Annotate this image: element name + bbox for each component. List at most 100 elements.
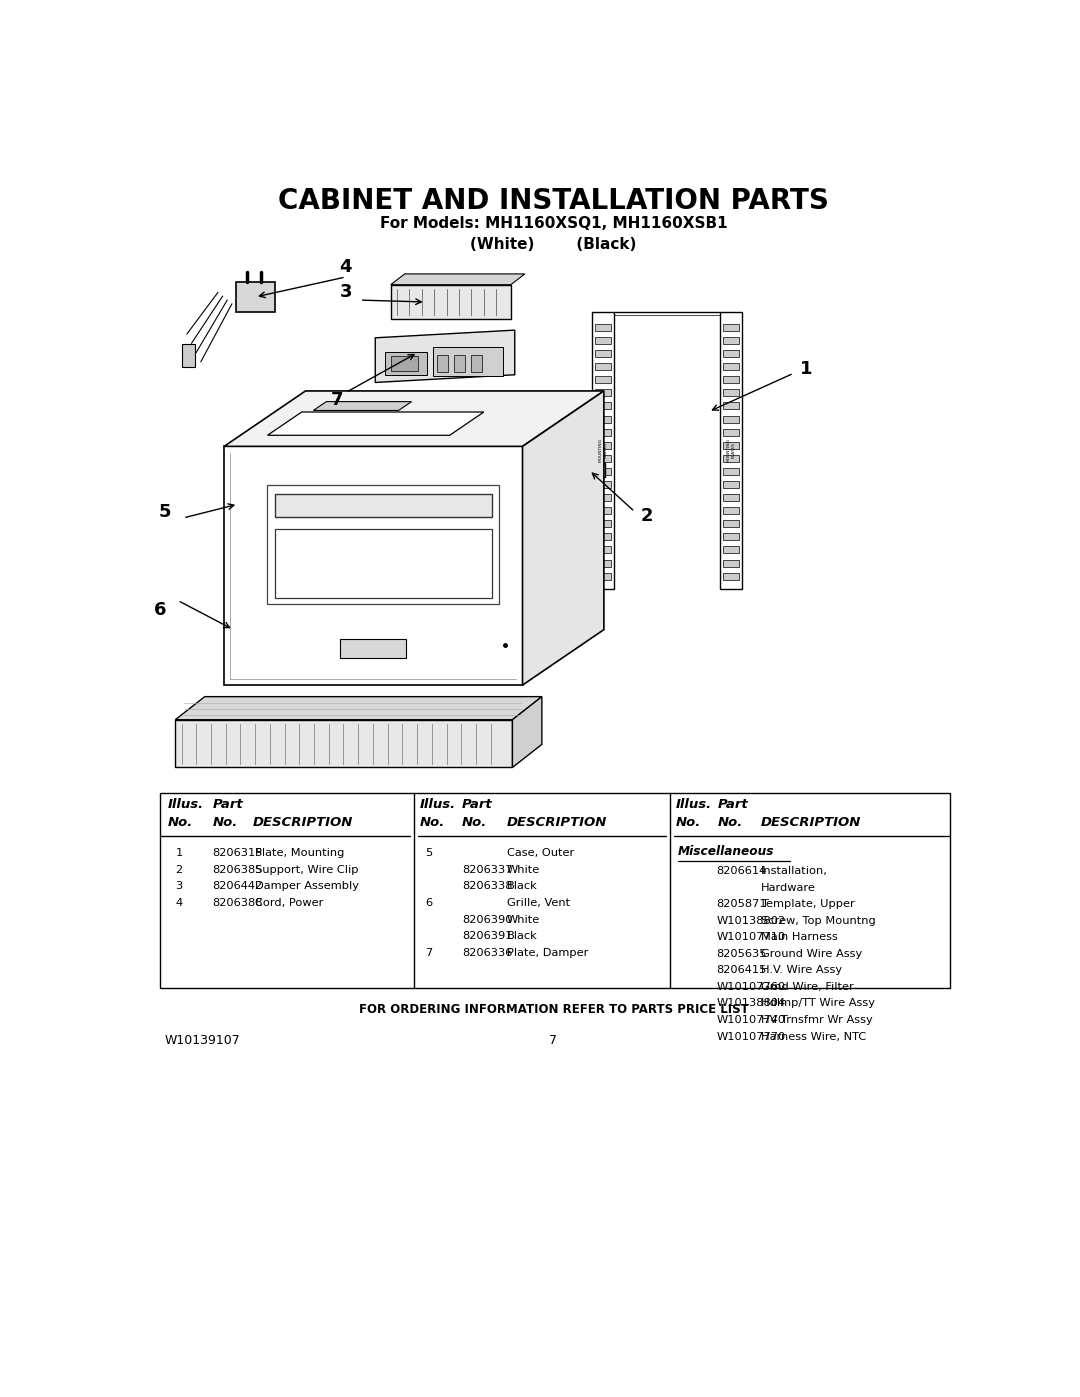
Text: Plate, Mounting: Plate, Mounting	[255, 848, 345, 858]
Text: 5: 5	[424, 848, 432, 858]
Text: Miscellaneous: Miscellaneous	[677, 845, 774, 858]
Text: Harness Wire, NTC: Harness Wire, NTC	[761, 1031, 866, 1042]
Text: 8206442: 8206442	[213, 882, 262, 891]
Bar	[595, 520, 611, 527]
Bar	[595, 324, 611, 331]
Text: Main Harness: Main Harness	[761, 932, 838, 942]
Bar	[274, 495, 491, 517]
Bar	[724, 390, 739, 397]
Bar	[724, 481, 739, 488]
Bar	[572, 464, 606, 478]
Bar	[267, 485, 499, 605]
Bar	[724, 351, 739, 358]
Text: Support, Wire Clip: Support, Wire Clip	[255, 865, 359, 875]
Text: 2: 2	[640, 507, 652, 525]
Text: MOUNTING
PLATES: MOUNTING PLATES	[727, 439, 735, 462]
Text: DESCRIPTION: DESCRIPTION	[507, 816, 607, 828]
Text: No.: No.	[167, 816, 193, 828]
Text: 8206388: 8206388	[213, 898, 264, 908]
Bar	[595, 363, 611, 370]
Text: 5: 5	[158, 503, 171, 521]
Text: 7: 7	[424, 947, 432, 958]
Text: W10139107: W10139107	[164, 1034, 240, 1046]
Text: 8206390: 8206390	[462, 915, 513, 925]
Text: Part: Part	[462, 798, 492, 810]
Text: Plate, Damper: Plate, Damper	[507, 947, 589, 958]
Bar	[724, 495, 739, 502]
Text: 1: 1	[175, 848, 183, 858]
Bar	[437, 355, 448, 372]
Text: HV Trnsfmr Wr Assy: HV Trnsfmr Wr Assy	[761, 1016, 873, 1025]
Bar	[724, 507, 739, 514]
Text: (White)        (Black): (White) (Black)	[470, 237, 637, 251]
Polygon shape	[391, 274, 525, 285]
Bar	[724, 520, 739, 527]
Polygon shape	[375, 330, 515, 383]
Text: 8206336: 8206336	[462, 947, 512, 958]
Bar	[724, 337, 739, 344]
Text: DESCRIPTION: DESCRIPTION	[253, 816, 353, 828]
Bar	[724, 534, 739, 541]
Bar	[595, 507, 611, 514]
Text: No.: No.	[213, 816, 238, 828]
Bar	[724, 363, 739, 370]
Polygon shape	[175, 719, 512, 767]
Text: Screw, Top Mountng: Screw, Top Mountng	[761, 915, 876, 926]
Text: Illus.: Illus.	[676, 798, 712, 810]
Bar	[595, 402, 611, 409]
Text: 2: 2	[175, 865, 183, 875]
Polygon shape	[225, 447, 523, 685]
Text: 8206338: 8206338	[462, 882, 513, 891]
Text: Illus.: Illus.	[167, 798, 204, 810]
Bar	[595, 351, 611, 358]
Text: 8205635: 8205635	[716, 949, 767, 958]
Text: Hdlmp/TT Wire Assy: Hdlmp/TT Wire Assy	[761, 999, 875, 1009]
Text: W10107740: W10107740	[716, 1016, 785, 1025]
Text: Illus.: Illus.	[420, 798, 457, 810]
Bar	[595, 415, 611, 422]
Text: Black: Black	[507, 930, 538, 942]
Text: 4: 4	[339, 258, 352, 277]
Text: W10138804: W10138804	[716, 999, 785, 1009]
Bar	[724, 415, 739, 422]
Bar	[235, 282, 274, 312]
Bar	[724, 573, 739, 580]
Text: Part: Part	[213, 798, 243, 810]
Text: 8206391: 8206391	[462, 930, 513, 942]
Text: No.: No.	[462, 816, 487, 828]
Text: White: White	[507, 915, 540, 925]
Polygon shape	[225, 391, 604, 447]
Text: Case, Outer: Case, Outer	[507, 848, 575, 858]
Bar	[595, 376, 611, 383]
Text: For Models: MH1160XSQ1, MH1160XSB1: For Models: MH1160XSQ1, MH1160XSB1	[380, 217, 727, 231]
Text: No.: No.	[420, 816, 445, 828]
Bar	[595, 546, 611, 553]
Bar	[595, 573, 611, 580]
Text: H.V. Wire Assy: H.V. Wire Assy	[761, 965, 842, 975]
Bar	[724, 376, 739, 383]
Text: Grille, Vent: Grille, Vent	[507, 898, 570, 908]
Bar	[724, 546, 739, 553]
Text: 8206385: 8206385	[213, 865, 264, 875]
Bar	[595, 455, 611, 462]
Text: W10107760: W10107760	[716, 982, 785, 992]
Bar	[724, 429, 739, 436]
Bar	[595, 560, 611, 567]
Text: 3: 3	[339, 284, 352, 302]
Bar	[340, 638, 406, 658]
Bar	[595, 534, 611, 541]
Bar	[181, 344, 195, 367]
Text: Damper Assembly: Damper Assembly	[255, 882, 360, 891]
Text: Grnd Wire, Filter: Grnd Wire, Filter	[761, 982, 854, 992]
Bar	[455, 355, 465, 372]
Text: White: White	[507, 865, 540, 875]
Bar	[724, 441, 739, 448]
Text: CABINET AND INSTALLATION PARTS: CABINET AND INSTALLATION PARTS	[278, 187, 829, 215]
Polygon shape	[268, 412, 484, 436]
Bar	[384, 352, 428, 374]
Bar	[595, 429, 611, 436]
Polygon shape	[523, 391, 604, 685]
Bar	[391, 355, 418, 372]
Bar	[724, 468, 739, 475]
Text: FOR ORDERING INFORMATION REFER TO PARTS PRICE LIST: FOR ORDERING INFORMATION REFER TO PARTS …	[359, 1003, 748, 1016]
